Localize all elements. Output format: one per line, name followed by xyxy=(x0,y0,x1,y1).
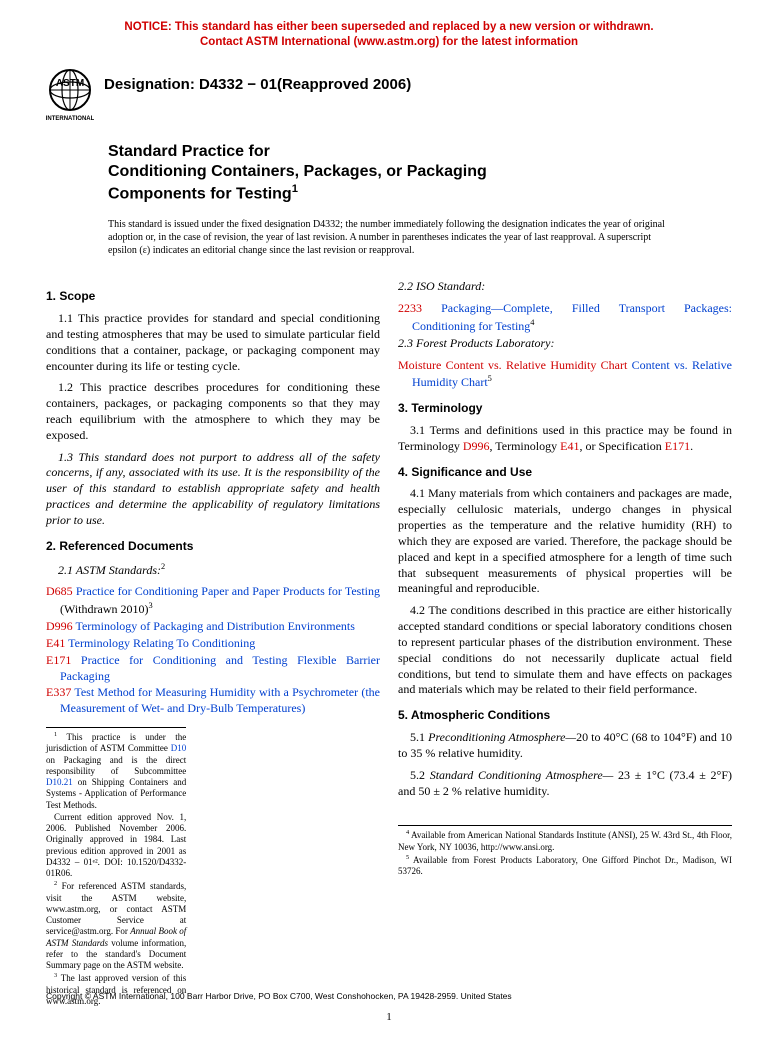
fn1: 1 This practice is under the jurisdictio… xyxy=(46,731,186,811)
ref-e171: E171 Practice for Conditioning and Testi… xyxy=(46,653,380,685)
ref-d685: D685 Practice for Conditioning Paper and… xyxy=(46,584,380,618)
scope-heading: 1. Scope xyxy=(46,289,380,305)
title-line1: Standard Practice for xyxy=(108,142,732,162)
sig-heading: 4. Significance and Use xyxy=(398,465,732,481)
notice-banner: NOTICE: This standard has either been su… xyxy=(46,20,732,50)
ref-fpl: Moisture Content vs. Relative Humidity C… xyxy=(398,358,732,392)
astm-logo: ASTM INTERNATIONAL xyxy=(46,68,94,122)
ref-e337: E337 Test Method for Measuring Humidity … xyxy=(46,685,380,717)
sig-p1: 4.1 Many materials from which containers… xyxy=(398,486,732,597)
ref-iso2233: 2233 Packaging—Complete, Filled Transpor… xyxy=(398,301,732,335)
sig-p2: 4.2 The conditions described in this pra… xyxy=(398,603,732,698)
title-block: Standard Practice for Conditioning Conta… xyxy=(108,142,732,204)
designation: Designation: D4332 − 01(Reapproved 2006) xyxy=(104,76,411,93)
iso-label: 2.2 ISO Standard: xyxy=(398,279,732,295)
svg-text:INTERNATIONAL: INTERNATIONAL xyxy=(46,116,94,122)
atm-p2: 5.2 Standard Conditioning Atmosphere— 23… xyxy=(398,768,732,800)
astm-label: 2.1 ASTM Standards:2 xyxy=(46,561,380,579)
page-number: 1 xyxy=(0,1011,778,1023)
fn3: 3 The last approved version of this hist… xyxy=(46,972,186,1007)
fn1b: Current edition approved Nov. 1, 2006. P… xyxy=(46,812,186,880)
term-p1: 3.1 Terms and definitions used in this p… xyxy=(398,423,732,455)
notice-line1: NOTICE: This standard has either been su… xyxy=(124,21,653,33)
ref-d996: D996 Terminology of Packaging and Distri… xyxy=(46,619,380,635)
fpl-label: 2.3 Forest Products Laboratory: xyxy=(398,336,732,352)
left-column: 1. Scope 1.1 This practice provides for … xyxy=(46,279,380,1008)
atm-p1: 5.1 Preconditioning Atmosphere—20 to 40°… xyxy=(398,730,732,762)
two-column-body: 1. Scope 1.1 This practice provides for … xyxy=(46,279,732,1008)
fn4: 4 Available from American National Stand… xyxy=(398,829,732,853)
ref-heading: 2. Referenced Documents xyxy=(46,539,380,555)
fn2: 2 For referenced ASTM standards, visit t… xyxy=(46,880,186,971)
fn5: 5 Available from Forest Products Laborat… xyxy=(398,854,732,878)
notice-line2: Contact ASTM International (www.astm.org… xyxy=(200,36,578,48)
scope-p3: 1.3 This standard does not purport to ad… xyxy=(46,450,380,529)
atm-heading: 5. Atmospheric Conditions xyxy=(398,708,732,724)
title-line2: Conditioning Containers, Packages, or Pa… xyxy=(108,162,732,182)
scope-p2: 1.2 This practice describes procedures f… xyxy=(46,380,380,443)
term-heading: 3. Terminology xyxy=(398,401,732,417)
svg-text:ASTM: ASTM xyxy=(56,78,84,89)
ref-e41: E41 Terminology Relating To Conditioning xyxy=(46,636,380,652)
copyright: Copyright © ASTM International, 100 Barr… xyxy=(46,991,512,1001)
issuance-note: This standard is issued under the fixed … xyxy=(108,218,682,257)
scope-p1: 1.1 This practice provides for standard … xyxy=(46,311,380,374)
title-line3: Components for Testing1 xyxy=(108,182,732,204)
footnotes-left: 1 This practice is under the jurisdictio… xyxy=(46,727,186,1007)
footnotes-right: 4 Available from American National Stand… xyxy=(398,825,732,877)
header-row: ASTM INTERNATIONAL Designation: D4332 − … xyxy=(46,68,732,122)
right-column: 2.2 ISO Standard: 2233 Packaging—Complet… xyxy=(398,279,732,1008)
